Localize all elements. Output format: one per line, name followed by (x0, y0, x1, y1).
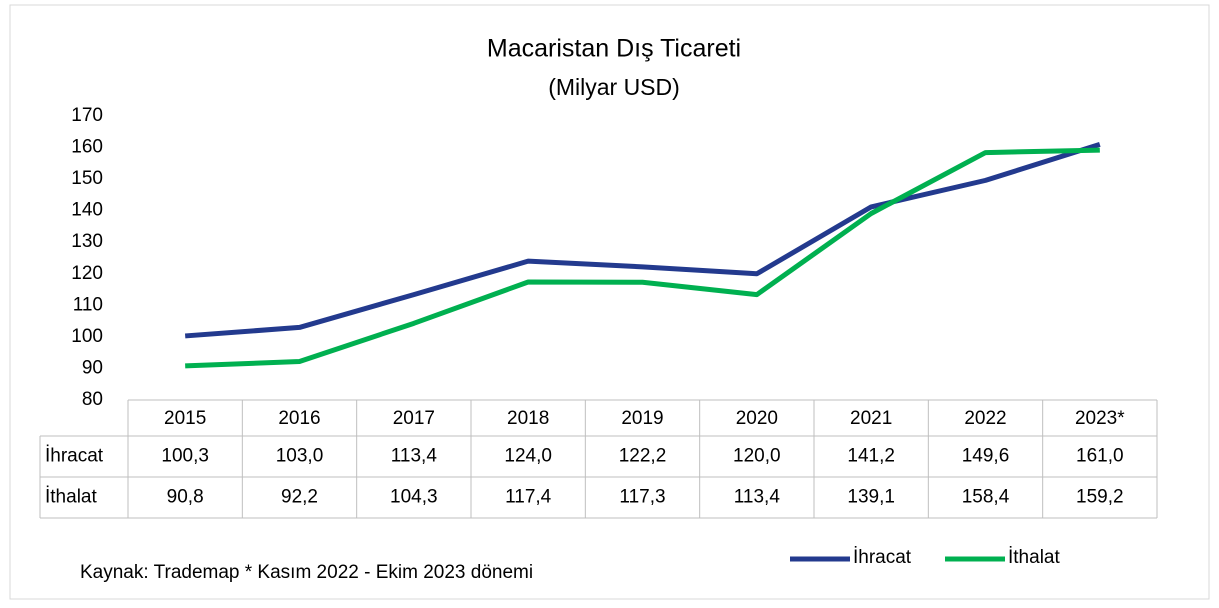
table-row-header: İthalat (45, 487, 97, 508)
x-tick-label: 2019 (621, 408, 663, 429)
x-tick-label: 2022 (964, 408, 1006, 429)
table-cell: 92,2 (281, 487, 318, 508)
table-cell: 141,2 (847, 446, 895, 467)
table-cell: 117,4 (505, 487, 552, 508)
y-tick-label: 140 (71, 200, 103, 221)
x-tick-label: 2018 (507, 408, 549, 429)
y-tick-label: 160 (71, 137, 103, 158)
x-tick-label: 2015 (164, 408, 206, 429)
y-tick-label: 150 (71, 168, 103, 189)
table-cell: 120,0 (733, 446, 781, 467)
chart-title: Macaristan Dış Ticareti (487, 35, 741, 63)
series-line (184, 142, 1101, 339)
table-cell: 161,0 (1076, 446, 1124, 467)
table-cell: 139,1 (847, 487, 895, 508)
y-tick-label: 90 (82, 357, 103, 378)
y-tick-label: 110 (73, 294, 103, 315)
table-cell: 117,3 (619, 487, 665, 508)
y-tick-label: 100 (71, 326, 103, 347)
table-row-header: İhracat (45, 446, 104, 467)
x-tick-label: 2016 (278, 408, 320, 429)
y-tick-label: 170 (71, 105, 103, 126)
table-cell: 113,4 (734, 487, 781, 508)
table-cell: 158,4 (962, 487, 1010, 508)
table-cell: 104,3 (390, 487, 438, 508)
table-cell: 113,4 (391, 446, 438, 467)
series-line (185, 147, 1100, 369)
y-tick-label: 130 (71, 231, 103, 252)
x-tick-label: 2023* (1075, 408, 1125, 429)
x-tick-label: 2017 (393, 408, 435, 429)
x-tick-label: 2020 (736, 408, 778, 429)
y-tick-label: 120 (71, 263, 103, 284)
source-note: Kaynak: Trademap * Kasım 2022 - Ekim 202… (80, 562, 533, 583)
chart-subtitle: (Milyar USD) (548, 74, 680, 100)
table-cell: 124,0 (504, 446, 552, 467)
y-tick-label: 80 (82, 389, 103, 410)
table-cell: 103,0 (276, 446, 324, 467)
table-cell: 122,2 (619, 446, 667, 467)
table-cell: 100,3 (161, 446, 209, 467)
chart-frame (9, 4, 1210, 600)
table-cell: 149,6 (962, 446, 1010, 467)
legend-label: İthalat (1008, 547, 1060, 568)
x-tick-label: 2021 (850, 408, 892, 429)
table-cell: 159,2 (1076, 487, 1124, 508)
legend-label: İhracat (853, 547, 912, 568)
table-cell: 90,8 (167, 487, 204, 508)
